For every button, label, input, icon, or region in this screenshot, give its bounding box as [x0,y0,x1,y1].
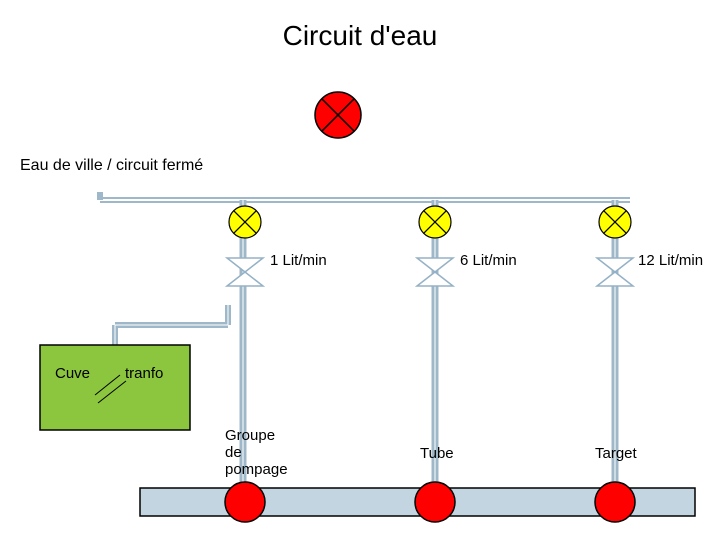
flow-label-mid: 6 Lit/min [460,252,517,269]
tranfo-label: tranfo [125,365,163,382]
water-circuit-diagram: Eau de ville / circuit fermé 1 Lit/min 6 L… [0,0,720,540]
target-label: Target [595,445,638,462]
flow-label-left: 1 Lit/min [270,252,327,269]
subtitle: Eau de ville / circuit fermé [20,157,203,174]
flow-label-right: 12 Lit/min [638,252,703,269]
cuve-label: Cuve [55,365,90,382]
tube-label: Tube [420,445,454,462]
groupe-label: Groupedepompage [225,427,288,478]
